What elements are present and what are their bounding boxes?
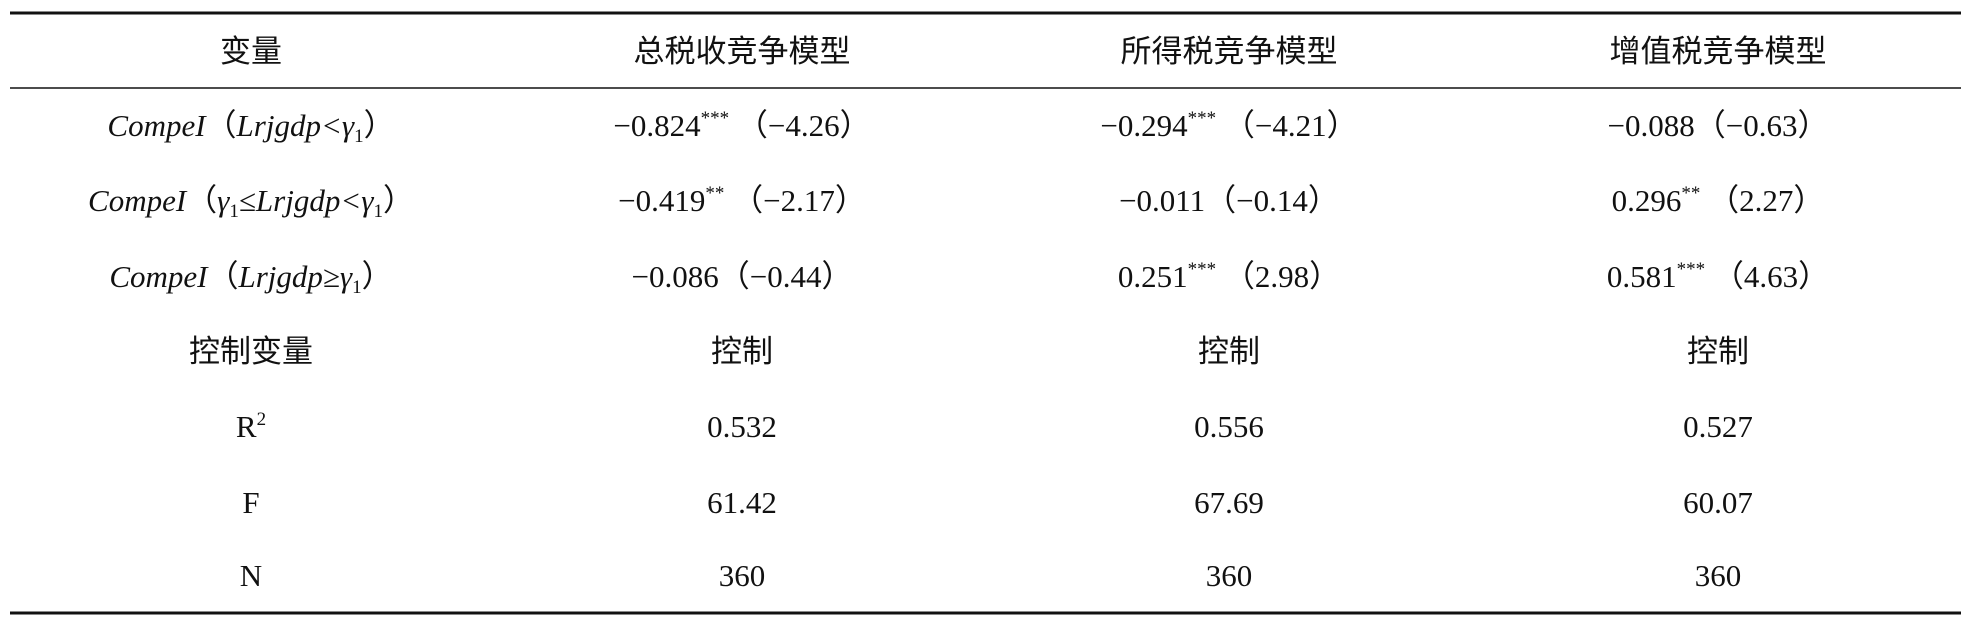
cell: 360 bbox=[719, 558, 766, 593]
cell: 控制变量 bbox=[189, 334, 313, 369]
cell-part: *** bbox=[701, 108, 730, 129]
cell-part: CompeI bbox=[109, 259, 209, 294]
cell-part: 1 bbox=[373, 201, 383, 222]
cell-part: （−4.26） bbox=[729, 108, 870, 143]
cell-part: （ bbox=[208, 259, 239, 294]
cell: 0.296** （2.27） bbox=[1612, 183, 1825, 218]
cell: CompeI（Lrjgdp<γ1） bbox=[107, 108, 394, 147]
cell: 61.42 bbox=[707, 485, 777, 520]
cell-part: −0.824 bbox=[613, 108, 701, 143]
cell-part: Lrjgdp<γ bbox=[236, 108, 355, 143]
cell-part: *** bbox=[1188, 259, 1217, 280]
cell-part: （ bbox=[186, 183, 217, 218]
header-cell: 变量 bbox=[220, 34, 282, 69]
header-cell: 总税收竞争模型 bbox=[634, 34, 851, 69]
cell: 0.581*** （4.63） bbox=[1607, 259, 1829, 294]
cell-part: ） bbox=[362, 259, 393, 294]
cell-part: R bbox=[236, 409, 257, 444]
cell-part: 0.251 bbox=[1118, 259, 1188, 294]
cell-part: 2 bbox=[257, 409, 267, 430]
cell: F bbox=[242, 485, 259, 520]
cell-part: *** bbox=[1677, 259, 1706, 280]
cell-part: −0.294 bbox=[1100, 108, 1188, 143]
cell-part: 0.581 bbox=[1607, 259, 1677, 294]
cell: R2 bbox=[236, 409, 266, 444]
cell-part: *** bbox=[1188, 108, 1217, 129]
cell-part: ） bbox=[383, 183, 414, 218]
cell-part: ） bbox=[364, 108, 395, 143]
cell: 360 bbox=[1206, 558, 1253, 593]
cell-part: ** bbox=[1681, 183, 1700, 204]
cell-part: 1 bbox=[352, 277, 362, 298]
cell-part: 1 bbox=[354, 126, 364, 147]
cell: −0.419** （−2.17） bbox=[618, 183, 866, 218]
cell-part: CompeI bbox=[88, 183, 188, 218]
cell-part: （4.63） bbox=[1705, 259, 1829, 294]
cell: N bbox=[240, 558, 262, 593]
cell: CompeI（Lrjgdp≥γ1） bbox=[109, 259, 392, 298]
cell: 控制 bbox=[1687, 334, 1749, 369]
cell-part: ** bbox=[705, 183, 724, 204]
cell: 60.07 bbox=[1683, 485, 1753, 520]
cell: 360 bbox=[1695, 558, 1742, 593]
cell-part: CompeI bbox=[107, 108, 207, 143]
cell: 0.251*** （2.98） bbox=[1118, 259, 1340, 294]
cell-part: 0.296 bbox=[1612, 183, 1682, 218]
cell-part: （2.98） bbox=[1216, 259, 1340, 294]
cell: 0.527 bbox=[1683, 409, 1753, 444]
cell-part: Lrjgdp≥γ bbox=[238, 259, 353, 294]
cell: 0.556 bbox=[1194, 409, 1264, 444]
cell-part: ≤Lrjgdp<γ bbox=[239, 183, 374, 218]
header-cell: 增值税竞争模型 bbox=[1610, 34, 1827, 69]
cell-part: −0.419 bbox=[618, 183, 705, 218]
cell: 控制 bbox=[1198, 334, 1260, 369]
cell: −0.011（−0.14） bbox=[1119, 183, 1339, 218]
cell-part: （2.27） bbox=[1700, 183, 1824, 218]
cell: 67.69 bbox=[1194, 485, 1264, 520]
cell: −0.824*** （−4.26） bbox=[613, 108, 870, 143]
cell-part: 1 bbox=[229, 201, 239, 222]
header-cell: 所得税竞争模型 bbox=[1121, 34, 1338, 69]
cell-part: （−4.21） bbox=[1216, 108, 1357, 143]
cell: −0.086（−0.44） bbox=[632, 259, 853, 294]
cell-part: （−2.17） bbox=[724, 183, 865, 218]
cell-part: γ bbox=[217, 183, 230, 218]
cell: CompeI（γ1≤Lrjgdp<γ1） bbox=[88, 183, 414, 222]
cell-part: （ bbox=[206, 108, 237, 143]
cell: 控制 bbox=[711, 334, 773, 369]
cell: −0.294*** （−4.21） bbox=[1100, 108, 1357, 143]
cell: 0.532 bbox=[707, 409, 777, 444]
cell: −0.088（−0.63） bbox=[1608, 108, 1829, 143]
